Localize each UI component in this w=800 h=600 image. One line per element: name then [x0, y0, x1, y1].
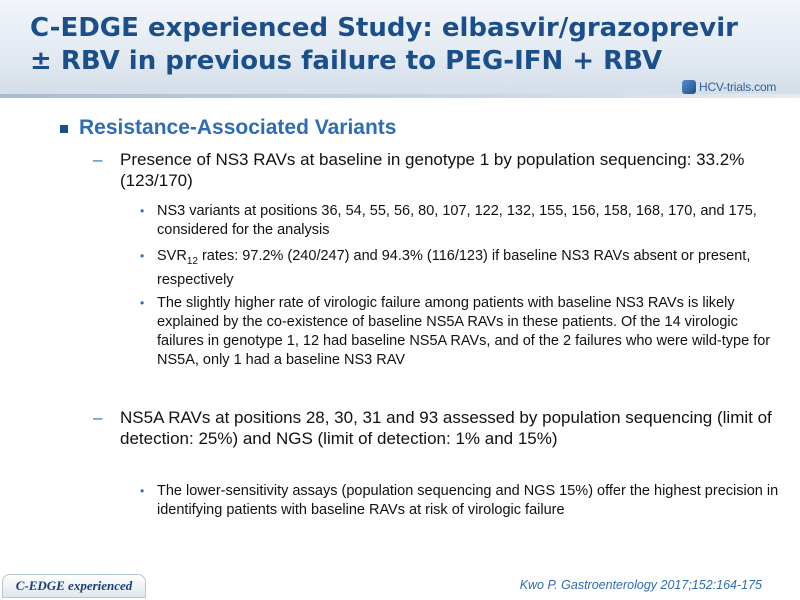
logo-text: HCV-trials.com — [699, 80, 777, 94]
sub-bullet-item: • The lower-sensitivity assays (populati… — [140, 482, 780, 520]
sub-bullet-text: NS3 variants at positions 36, 54, 55, 56… — [157, 203, 757, 238]
sub-bullet-item: • NS3 variants at positions 36, 54, 55, … — [140, 202, 780, 240]
sub-bullet-text: SVR12 rates: 97.2% (240/247) and 94.3% (… — [140, 247, 780, 290]
section-heading: Resistance-Associated Variants — [60, 116, 396, 140]
dash-bullet-icon: – — [93, 408, 103, 427]
study-name-label: C-EDGE experienced — [15, 578, 133, 593]
dot-bullet-icon: • — [140, 296, 145, 310]
square-bullet-icon — [60, 125, 68, 133]
svr-rates-text: rates: 97.2% (240/247) and 94.3% (116/12… — [157, 248, 751, 288]
sub-bullet-item: • SVR12 rates: 97.2% (240/247) and 94.3%… — [140, 247, 780, 290]
hcv-trials-logo: HCV-trials.com — [682, 78, 798, 96]
sub-bullet-text: The lower-sensitivity assays (population… — [157, 483, 779, 518]
hcv-logo-icon — [682, 80, 696, 94]
dash-bullet-icon: – — [93, 150, 103, 169]
title-line-1: C-EDGE experienced Study: elbasvir/grazo… — [30, 13, 738, 43]
dot-bullet-icon: • — [140, 484, 145, 498]
bullet-text: NS5A RAVs at positions 28, 30, 31 and 93… — [120, 408, 772, 448]
study-name-tab: C-EDGE experienced — [2, 574, 146, 598]
slide-title: C-EDGE experienced Study: elbasvir/grazo… — [30, 12, 770, 78]
bullet-item: – Presence of NS3 RAVs at baseline in ge… — [93, 149, 783, 191]
dot-bullet-icon: • — [140, 204, 145, 218]
svr-label: SVR — [157, 248, 187, 264]
header-stripe — [0, 94, 800, 98]
slide-header: C-EDGE experienced Study: elbasvir/grazo… — [0, 0, 800, 98]
sub-bullet-item: • The slightly higher rate of virologic … — [140, 294, 780, 370]
heading-text: Resistance-Associated Variants — [79, 116, 397, 139]
bullet-text: Presence of NS3 RAVs at baseline in geno… — [120, 150, 745, 190]
svr-subscript: 12 — [186, 255, 198, 267]
dot-bullet-icon: • — [140, 249, 145, 263]
title-line-2: ± RBV in previous failure to PEG-IFN + R… — [30, 46, 663, 76]
bullet-item: – NS5A RAVs at positions 28, 30, 31 and … — [93, 407, 783, 449]
sub-bullet-text: The slightly higher rate of virologic fa… — [157, 295, 771, 368]
citation-text: Kwo P. Gastroenterology 2017;152:164-175 — [519, 578, 762, 592]
